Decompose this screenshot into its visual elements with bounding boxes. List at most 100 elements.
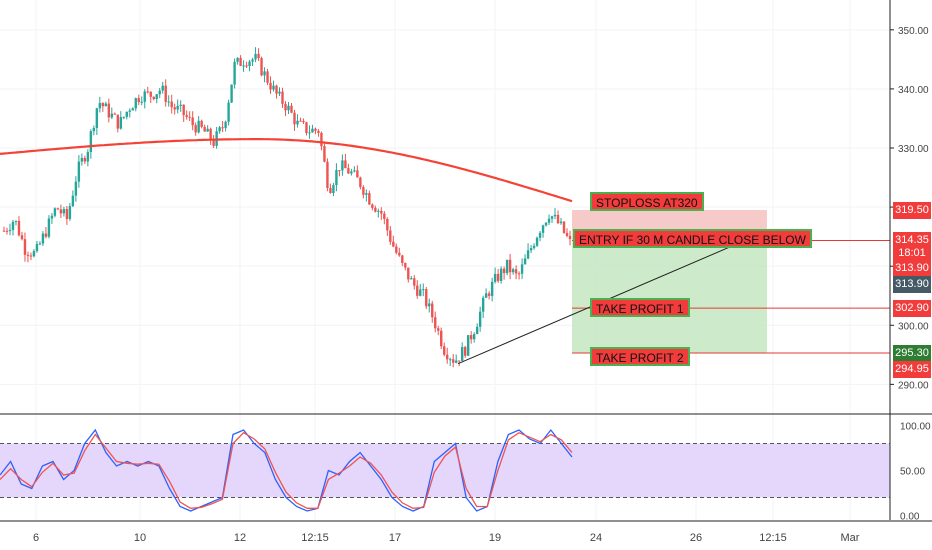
candle-body — [383, 213, 386, 220]
candle-body — [538, 232, 542, 238]
candle-body — [502, 268, 506, 274]
candle-body — [526, 250, 530, 259]
candle-body — [529, 248, 533, 251]
candle-body — [395, 246, 398, 253]
candle-body — [523, 258, 527, 265]
candle-body — [14, 220, 18, 222]
candle-body — [95, 108, 99, 128]
take-profit-1-annotation[interactable]: TAKE PROFIT 1 — [590, 298, 690, 317]
stoploss-annotation[interactable]: STOPLOSS AT320 — [590, 192, 704, 211]
candle-body — [278, 91, 281, 94]
candle-body — [260, 58, 263, 76]
candle-body — [98, 103, 102, 109]
candle-body — [338, 170, 341, 172]
candle-body — [449, 359, 452, 361]
candle-body — [41, 233, 45, 244]
candle-body — [161, 85, 164, 91]
candle-body — [398, 252, 401, 256]
price-label-5: 302.90 — [893, 299, 931, 317]
candle-body — [517, 273, 521, 275]
y-tick-label-5: 300.00 — [898, 321, 929, 332]
entry-annotation[interactable]: ENTRY IF 30 M CANDLE CLOSE BELOW — [573, 229, 812, 248]
candle-body — [227, 102, 230, 122]
candle-body — [77, 161, 81, 182]
candle-body — [323, 146, 326, 162]
candle-body — [86, 152, 90, 162]
x-tick-label-9: Mar — [841, 532, 860, 544]
moving-average — [0, 138, 573, 203]
candle-body — [230, 84, 233, 103]
candle-body — [505, 259, 509, 274]
price-label-4: 313.90 — [893, 276, 931, 293]
candle-body — [257, 53, 260, 59]
candle-body — [251, 59, 254, 62]
candle-body — [143, 91, 146, 102]
candle-body — [38, 243, 42, 245]
candle-body — [499, 268, 503, 281]
candle-body — [158, 90, 161, 95]
candle-body — [224, 121, 227, 129]
candle-body — [20, 235, 24, 240]
candle-body — [377, 210, 380, 212]
candle-body — [293, 112, 296, 125]
candle-body — [404, 262, 407, 268]
candlestick-series — [2, 47, 572, 368]
candle-body — [332, 185, 335, 194]
candle-body — [206, 128, 209, 132]
candle-body — [568, 235, 572, 240]
candle-body — [350, 171, 353, 174]
candle-body — [107, 103, 111, 118]
x-tick-label-4: 17 — [389, 532, 401, 544]
candle-body — [356, 170, 359, 178]
candle-body — [317, 130, 320, 133]
candle-body — [32, 251, 36, 257]
candle-body — [176, 105, 179, 110]
candle-body — [104, 103, 108, 107]
candle-body — [475, 326, 479, 335]
take-profit-2-annotation[interactable]: TAKE PROFIT 2 — [590, 347, 690, 366]
price-label-6: 295.30 — [893, 344, 931, 362]
candle-body — [410, 278, 413, 280]
candle-body — [68, 206, 72, 219]
candle-body — [137, 98, 140, 103]
candle-body — [428, 303, 431, 307]
candle-body — [50, 215, 54, 219]
candle-body — [11, 221, 15, 230]
candle-body — [514, 269, 518, 274]
oscillator-series-1 — [0, 431, 573, 509]
candle-body — [481, 297, 485, 312]
candle-body — [302, 120, 305, 123]
candle-body — [493, 273, 497, 282]
oscillator-tick-label-0: 100.00 — [900, 422, 931, 433]
candle-body — [119, 117, 122, 129]
candle-body — [562, 221, 566, 233]
candle-body — [478, 311, 482, 327]
x-tick-label-3: 12:15 — [301, 532, 329, 544]
candle-body — [242, 65, 245, 67]
candle-body — [472, 334, 476, 340]
candle-body — [194, 125, 197, 133]
candle-body — [511, 269, 515, 273]
candle-body — [284, 103, 287, 111]
y-tick-label-0: 350.00 — [898, 26, 929, 37]
candle-body — [149, 91, 152, 97]
candle-body — [401, 255, 404, 263]
candle-body — [544, 222, 548, 226]
candle-body — [287, 105, 290, 111]
candle-body — [101, 103, 105, 107]
candle-body — [344, 160, 347, 169]
oscillator-tick-label-1: 50.00 — [900, 467, 925, 478]
profit-zone — [572, 240, 767, 354]
candle-body — [326, 161, 329, 189]
candle-body — [541, 225, 545, 233]
candle-body — [520, 264, 524, 274]
candle-body — [233, 61, 236, 85]
candle-body — [440, 330, 443, 347]
candle-body — [59, 209, 63, 214]
candle-body — [532, 245, 536, 249]
oscillator-tick-label-2: 0.00 — [900, 512, 920, 523]
candle-body — [496, 273, 500, 281]
candle-body — [92, 127, 96, 132]
y-tick-label-2: 330.00 — [898, 144, 929, 155]
